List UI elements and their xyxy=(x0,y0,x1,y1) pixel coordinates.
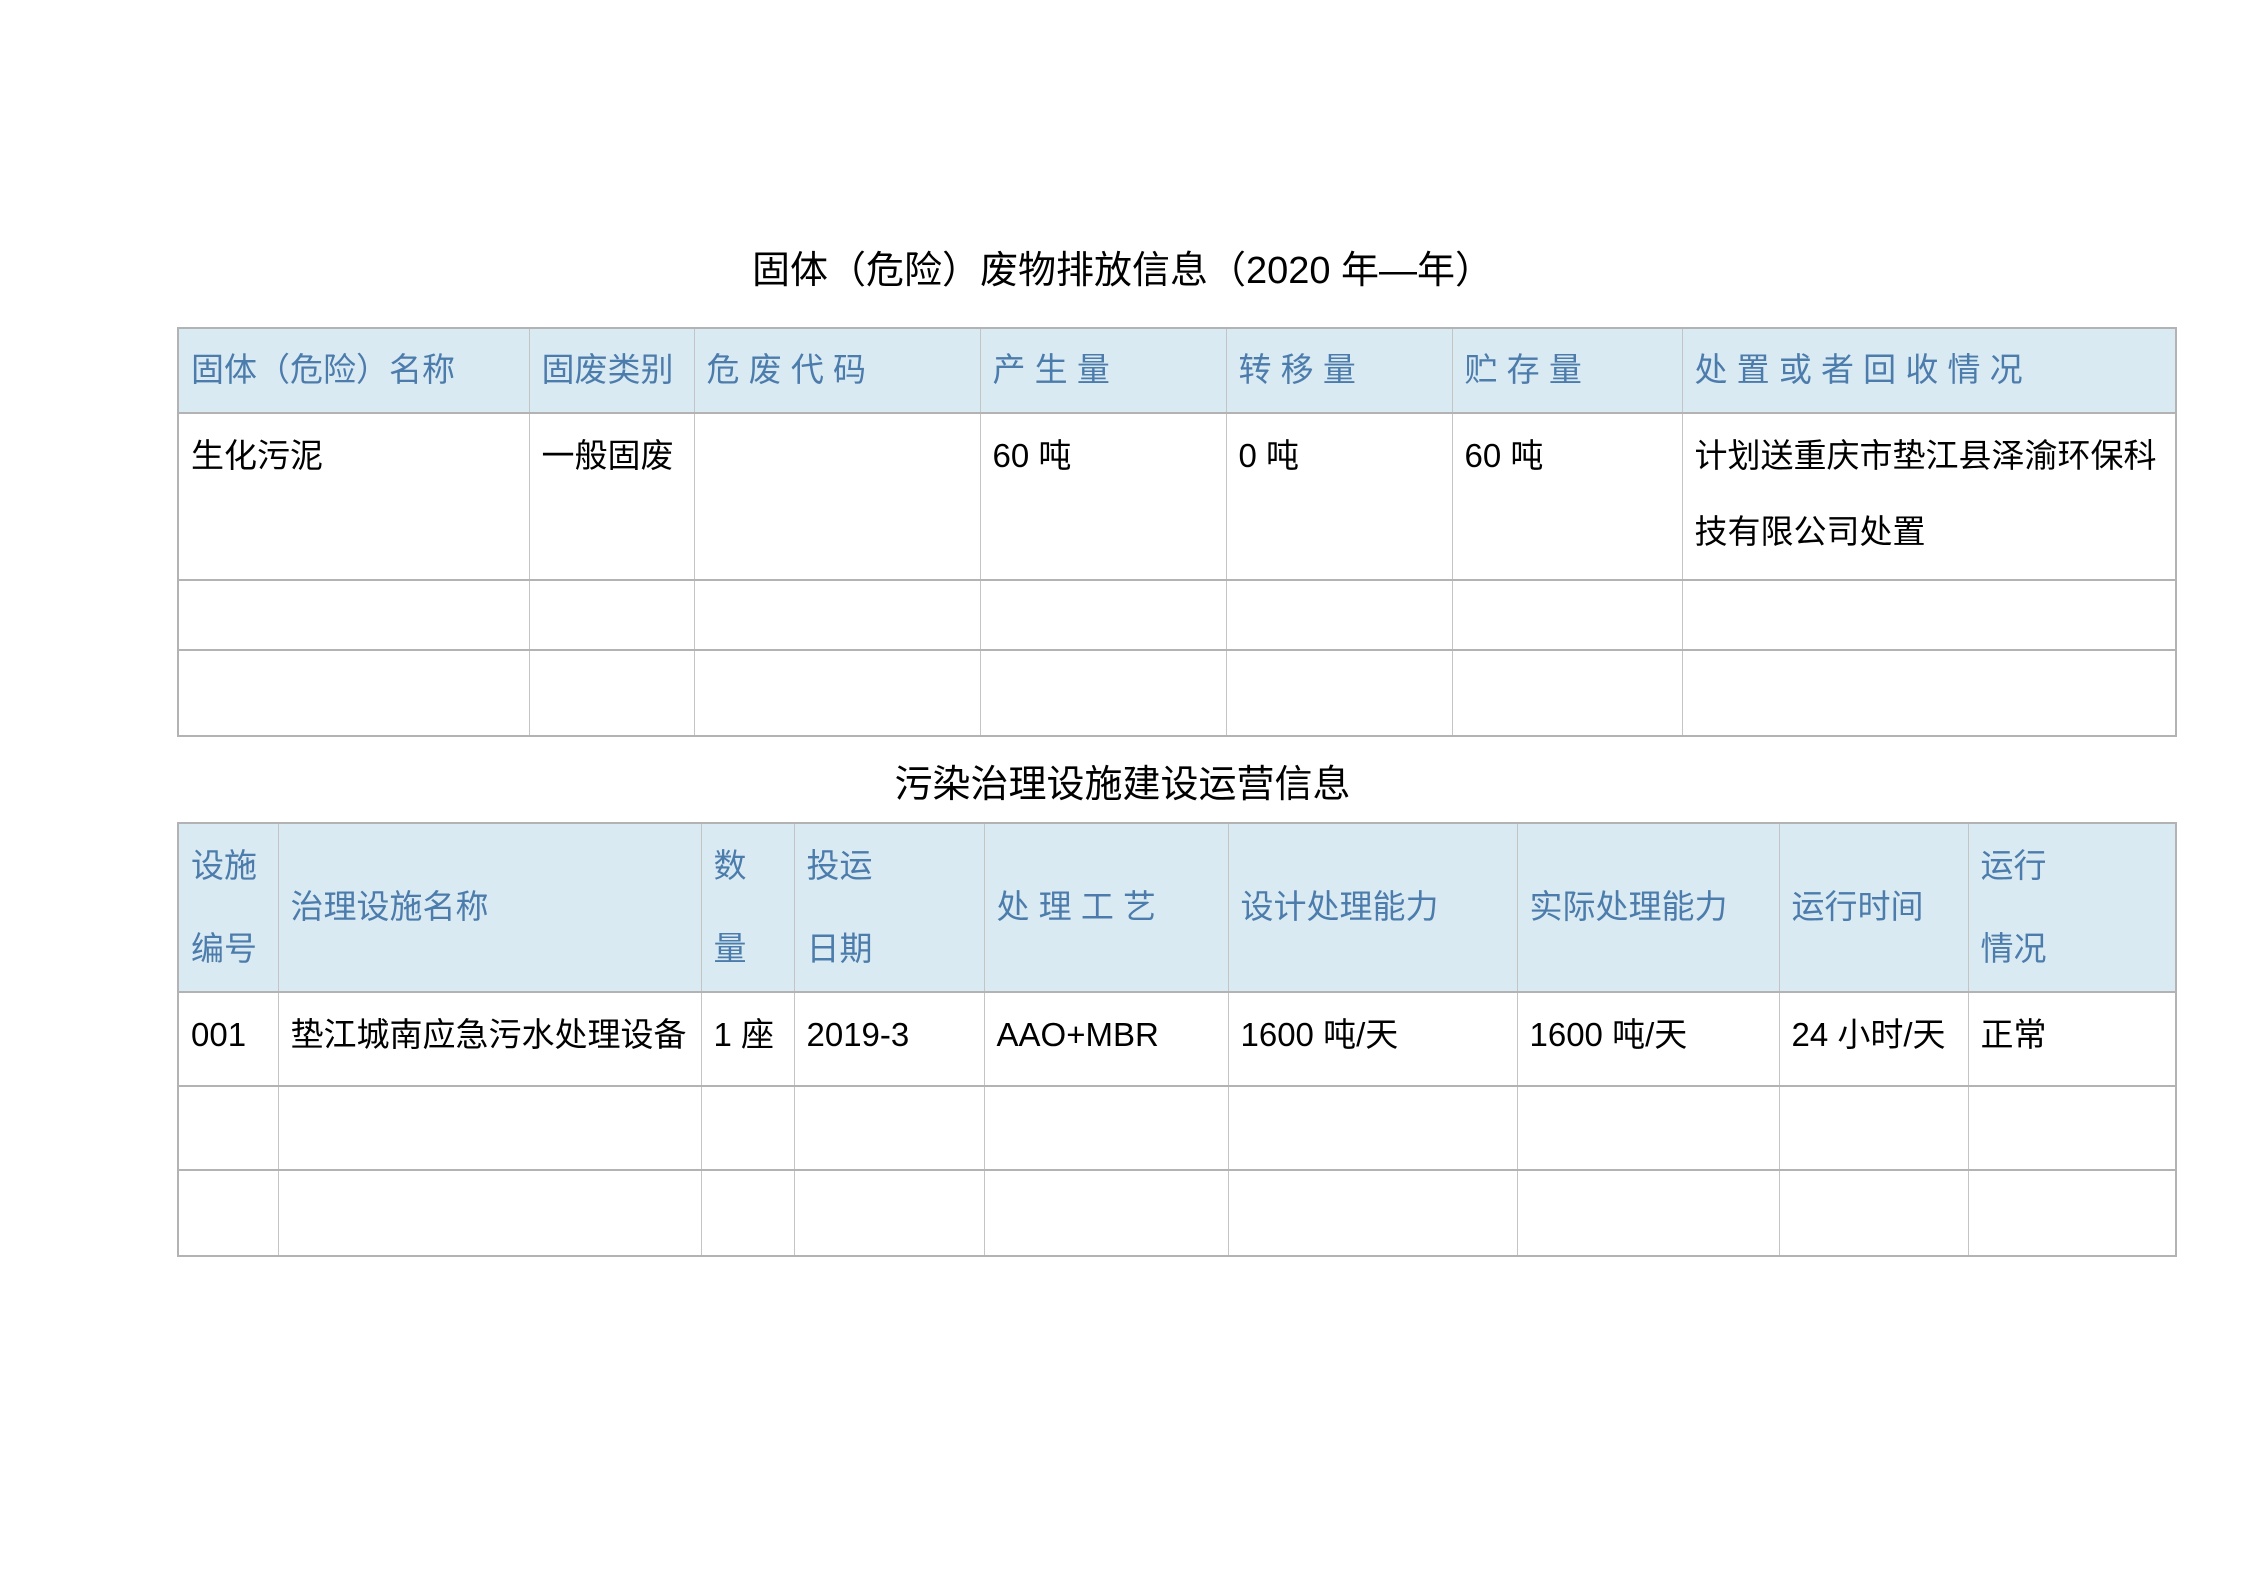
cell-quantity: 1 座 xyxy=(700,991,795,1087)
cell xyxy=(177,649,530,737)
cell-waste-category: 一般固废 xyxy=(528,412,695,581)
header-cell: 贮 存 量 xyxy=(1451,327,1683,414)
cell xyxy=(1516,1169,1780,1257)
cell xyxy=(979,579,1227,651)
cell xyxy=(528,649,695,737)
cell xyxy=(1967,1169,2177,1257)
cell-process: AAO+MBR xyxy=(983,991,1229,1087)
header-cell: 产 生 量 xyxy=(979,327,1227,414)
cell-stored-amount: 60 吨 xyxy=(1451,412,1683,581)
cell-generated-amount: 60 吨 xyxy=(979,412,1227,581)
solid-waste-table: 固体（危险）名称 固废类别 危 废 代 码 产 生 量 转 移 量 贮 存 量 … xyxy=(177,327,2177,737)
cell-operating-status: 正常 xyxy=(1967,991,2177,1087)
solid-waste-table-title: 固体（危险）废物排放信息（2020 年—年） xyxy=(751,250,1494,292)
cell xyxy=(979,649,1227,737)
table-row-empty xyxy=(177,1169,2177,1257)
cell xyxy=(177,1085,279,1171)
cell-facility-name: 垫江城南应急污水处理设备 xyxy=(277,991,702,1087)
cell xyxy=(1778,1085,1969,1171)
cell-hazard-code xyxy=(693,412,981,581)
header-cell: 处 置 或 者 回 收 情 况 xyxy=(1681,327,2177,414)
header-cell: 运行 情况 xyxy=(1967,822,2177,993)
cell-disposal-info: 计划送重庆市垫江县泽渝环保科技有限公司处置 xyxy=(1681,412,2177,581)
header-cell: 处 理 工 艺 xyxy=(983,822,1229,993)
header-cell: 数 量 xyxy=(700,822,795,993)
cell xyxy=(1516,1085,1780,1171)
cell-operating-time: 24 小时/天 xyxy=(1778,991,1969,1087)
cell xyxy=(793,1169,985,1257)
table-row-empty xyxy=(177,1085,2177,1171)
cell-waste-name: 生化污泥 xyxy=(177,412,530,581)
header-cell: 转 移 量 xyxy=(1225,327,1453,414)
cell xyxy=(700,1169,795,1257)
cell xyxy=(793,1085,985,1171)
table-header-row: 设施 编号 治理设施名称 数 量 投运 日期 处 理 工 艺 设计处理能力 实际… xyxy=(177,822,2177,993)
cell xyxy=(1451,579,1683,651)
cell-design-capacity: 1600 吨/天 xyxy=(1227,991,1518,1087)
header-cell: 设施 编号 xyxy=(177,822,279,993)
treatment-facility-table: 设施 编号 治理设施名称 数 量 投运 日期 处 理 工 艺 设计处理能力 实际… xyxy=(177,822,2177,1257)
header-cell: 固废类别 xyxy=(528,327,695,414)
cell xyxy=(528,579,695,651)
cell xyxy=(693,579,981,651)
cell xyxy=(1778,1169,1969,1257)
treatment-facility-table-title: 污染治理设施建设运营信息 xyxy=(894,764,1351,806)
table-row: 001 垫江城南应急污水处理设备 1 座 2019-3 AAO+MBR 1600… xyxy=(177,991,2177,1087)
cell xyxy=(693,649,981,737)
cell xyxy=(1225,579,1453,651)
header-cell: 投运 日期 xyxy=(793,822,985,993)
header-cell: 固体（危险）名称 xyxy=(177,327,530,414)
cell xyxy=(177,1169,279,1257)
cell xyxy=(1681,579,2177,651)
table-header-row: 固体（危险）名称 固废类别 危 废 代 码 产 生 量 转 移 量 贮 存 量 … xyxy=(177,327,2177,414)
cell xyxy=(277,1085,702,1171)
cell xyxy=(700,1085,795,1171)
cell-facility-id: 001 xyxy=(177,991,279,1087)
cell xyxy=(1227,1169,1518,1257)
cell xyxy=(1681,649,2177,737)
cell xyxy=(1227,1085,1518,1171)
header-cell: 治理设施名称 xyxy=(277,822,702,993)
cell xyxy=(1451,649,1683,737)
cell xyxy=(983,1085,1229,1171)
cell-commission-date: 2019-3 xyxy=(793,991,985,1087)
table-row-empty xyxy=(177,649,2177,737)
cell xyxy=(1225,649,1453,737)
cell-actual-capacity: 1600 吨/天 xyxy=(1516,991,1780,1087)
header-cell: 设计处理能力 xyxy=(1227,822,1518,993)
cell xyxy=(177,579,530,651)
header-cell: 实际处理能力 xyxy=(1516,822,1780,993)
cell xyxy=(277,1169,702,1257)
table-row-empty xyxy=(177,579,2177,651)
table-row: 生化污泥 一般固废 60 吨 0 吨 60 吨 计划送重庆市垫江县泽渝环保科技有… xyxy=(177,412,2177,581)
cell xyxy=(1967,1085,2177,1171)
cell xyxy=(983,1169,1229,1257)
header-cell: 危 废 代 码 xyxy=(693,327,981,414)
header-cell: 运行时间 xyxy=(1778,822,1969,993)
cell-transferred-amount: 0 吨 xyxy=(1225,412,1453,581)
